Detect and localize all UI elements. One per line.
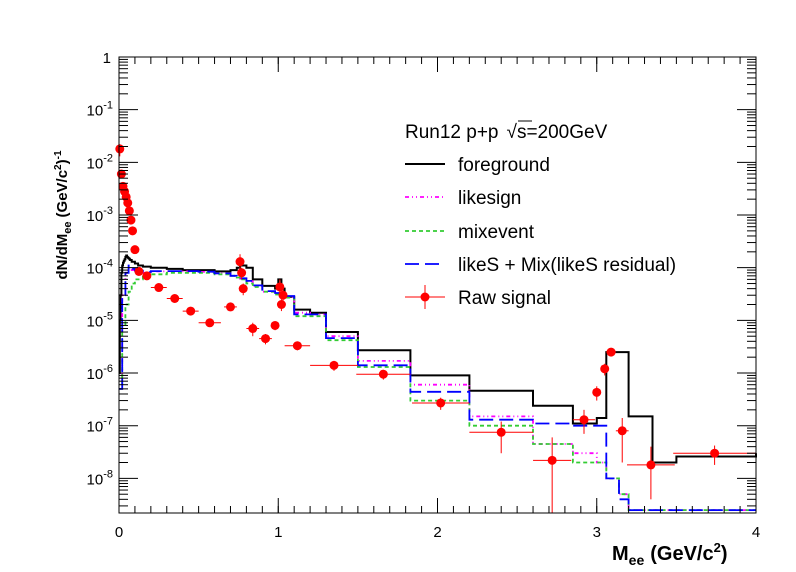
raw-signal-point [238, 283, 248, 296]
raw-signal-marker [128, 226, 138, 236]
raw-signal-marker [496, 427, 506, 437]
raw-signal-marker [579, 415, 589, 425]
legend-label-3: mixevent [458, 222, 535, 243]
raw-signal-marker [237, 268, 247, 278]
legend-label-1: foreground [458, 155, 550, 176]
axes: 0 1 2 3 4 1 10-1 10-2 10-3 10-4 10-5 10-6 10-7 10-8 [87, 50, 761, 541]
raw-signal-point [673, 445, 756, 465]
raw-signal-marker [205, 318, 215, 328]
raw-signal-point [126, 215, 136, 225]
raw-signal-point [592, 386, 602, 401]
raw-signal-point [259, 334, 272, 345]
raw-signal-marker [186, 306, 196, 316]
raw-signal-point [469, 421, 534, 454]
raw-signal-marker [329, 360, 339, 370]
raw-signal-point [246, 322, 260, 337]
raw-signal-marker [592, 387, 602, 397]
raw-signal-point [198, 318, 221, 328]
y-tick-label: 10-8 [87, 468, 113, 488]
x-tick-label: 0 [115, 524, 123, 541]
raw-signal-marker [126, 215, 136, 225]
raw-signal-marker [646, 460, 656, 470]
raw-signal-point [128, 226, 138, 236]
series-line-1 [118, 254, 757, 464]
raw-signal-point [600, 363, 610, 376]
raw-signal-marker [617, 426, 627, 436]
svg-text:Mee(GeV/c2): Mee (GeV/c2) [612, 540, 728, 568]
raw-signal-marker [261, 334, 271, 344]
raw-signal-marker [270, 320, 280, 330]
raw-signal-marker [600, 364, 610, 374]
plot-area [115, 144, 757, 513]
y-tick-label: 10-3 [87, 205, 113, 225]
x-tick-label: 2 [433, 524, 441, 541]
x-axis-title: Mee (GeV/c2) [612, 540, 728, 568]
raw-signal-marker [170, 293, 180, 303]
y-axis-title: dN/dMee(GeV/c2)-1 [53, 150, 74, 280]
raw-signal-marker [606, 347, 616, 357]
raw-signal-point [276, 299, 286, 312]
y-tick-label: 10-4 [87, 258, 113, 278]
raw-signal-marker [292, 341, 302, 351]
legend: Run12 p+p √s=200GeV foreground likesign mix… [405, 120, 676, 309]
raw-signal-marker [248, 324, 258, 334]
legend-label-4: likeS + Mix(likeS residual) [458, 255, 676, 276]
raw-signal-marker [154, 283, 164, 293]
raw-signal-point [124, 206, 134, 216]
raw-signal-marker [238, 284, 248, 294]
raw-signal-marker [547, 455, 557, 465]
raw-signal-marker [124, 206, 134, 216]
raw-signal-marker [123, 198, 133, 208]
raw-signal-point [142, 271, 152, 281]
x-tick-label: 4 [752, 524, 760, 541]
raw-signal-point [533, 437, 572, 513]
raw-signal-marker [115, 144, 125, 154]
raw-signal-marker [276, 299, 286, 309]
raw-signal-point [123, 198, 133, 208]
raw-signal-marker [436, 398, 446, 408]
raw-signal-point [237, 267, 247, 280]
y-tick-label: 1 [103, 50, 111, 67]
x-tick-label: 1 [274, 524, 282, 541]
legend-header: Run12 p+p √s=200GeV [405, 122, 608, 143]
legend-raw-marker [420, 292, 430, 302]
raw-signal-marker [278, 290, 288, 300]
raw-signal-point [182, 306, 199, 316]
raw-signal-point [150, 283, 167, 293]
raw-signal-point [284, 341, 311, 351]
legend-label-raw-signal: Raw signal [458, 288, 551, 309]
raw-signal-point [627, 446, 675, 500]
y-tick-label: 10-5 [87, 310, 113, 330]
raw-signal-point [278, 289, 288, 303]
raw-signal-point [615, 417, 629, 463]
raw-signal-point [270, 320, 280, 331]
raw-signal-marker [130, 245, 140, 255]
series-line-2 [119, 266, 756, 511]
raw-signal-point [166, 293, 183, 303]
raw-signal-marker [225, 302, 235, 312]
y-tick-label: 10-6 [87, 363, 113, 383]
raw-signal-point [412, 397, 470, 410]
x-tick-label: 3 [593, 524, 601, 541]
raw-signal-marker [134, 266, 144, 276]
y-tick-label: 10-1 [87, 100, 113, 120]
raw-signal-point [572, 409, 596, 434]
raw-signal-marker [142, 271, 152, 281]
svg-text:dN/dMee(GeV/c2)-1: dN/dMee(GeV/c2)-1 [53, 150, 74, 280]
raw-signal-marker [275, 282, 285, 292]
raw-signal-point [235, 254, 245, 271]
y-tick-label: 10-7 [87, 416, 113, 436]
raw-signal-marker [710, 448, 720, 458]
raw-signal-point [606, 347, 616, 357]
raw-signal-point [130, 245, 140, 255]
raw-signal-marker [235, 257, 245, 267]
raw-signal-point [356, 369, 411, 380]
raw-signal-point [224, 302, 237, 312]
raw-signal-point [310, 360, 358, 371]
y-tick-label: 10-2 [87, 152, 113, 172]
raw-signal-marker [378, 369, 388, 379]
legend-label-2: likesign [458, 188, 521, 209]
raw-signal-point [134, 266, 144, 276]
